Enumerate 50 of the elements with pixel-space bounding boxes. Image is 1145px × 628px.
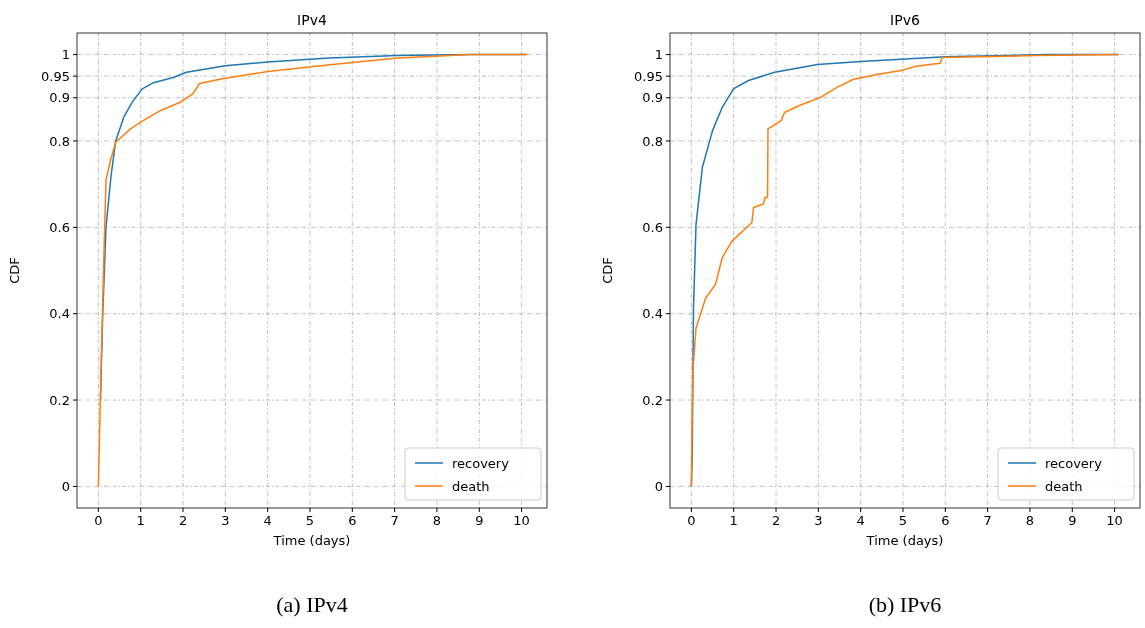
- legend-label: death: [452, 478, 490, 494]
- x-tick-label: 7: [983, 513, 992, 528]
- y-tick-label: 1: [61, 47, 70, 63]
- x-tick-label: 4: [263, 513, 272, 528]
- x-tick-label: 0: [687, 513, 696, 528]
- x-tick-label: 1: [729, 513, 738, 528]
- x-tick-label: 7: [390, 513, 399, 528]
- y-tick-label: 0.4: [642, 306, 663, 322]
- y-tick-label: 1: [654, 47, 663, 63]
- y-tick-label: 0.6: [49, 219, 70, 235]
- x-tick-label: 6: [941, 513, 950, 528]
- y-tick-label: 0.8: [49, 133, 70, 149]
- y-axis-title: CDF: [600, 257, 615, 284]
- x-tick-label: 8: [1025, 513, 1035, 528]
- y-tick-label: 0: [654, 478, 663, 494]
- y-tick-label: 0.95: [41, 68, 70, 84]
- x-tick-label: 6: [348, 513, 357, 528]
- text: (b) IPv6: [868, 592, 942, 617]
- legend-label: recovery: [1045, 455, 1103, 471]
- x-tick-label: 4: [856, 513, 865, 528]
- y-tick-label: 0.2: [642, 392, 663, 408]
- x-tick-label: 10: [513, 513, 530, 528]
- x-tick-label: 0: [94, 513, 103, 528]
- x-tick-label: 9: [1068, 513, 1077, 528]
- x-tick-label: 2: [178, 513, 188, 528]
- x-tick-label: 9: [475, 513, 484, 528]
- x-tick-label: 5: [898, 513, 908, 528]
- x-axis-title: Time (days): [272, 533, 351, 548]
- x-tick-label: 1: [136, 513, 145, 528]
- x-tick-label: 8: [432, 513, 442, 528]
- y-tick-label: 0.8: [642, 133, 663, 149]
- legend-label: death: [1045, 478, 1083, 494]
- y-tick-label: 0.9: [49, 90, 70, 106]
- legend-label: recovery: [452, 455, 510, 471]
- x-tick-label: 2: [771, 513, 781, 528]
- x-tick-label: 3: [814, 513, 823, 528]
- y-tick-label: 0.6: [642, 219, 663, 235]
- y-tick-label: 0: [61, 478, 70, 494]
- x-tick-label: 5: [305, 513, 315, 528]
- y-axis-title: CDF: [7, 257, 22, 284]
- x-tick-label: 3: [221, 513, 230, 528]
- x-axis-title: Time (days): [865, 533, 944, 548]
- y-tick-label: 0.95: [634, 68, 663, 84]
- chart-title: IPv4: [297, 12, 327, 28]
- chart-title: IPv6: [890, 12, 920, 28]
- text: (a) IPv4: [276, 592, 348, 617]
- x-tick-label: 10: [1106, 513, 1123, 528]
- y-tick-label: 0.4: [49, 306, 70, 322]
- y-tick-label: 0.9: [642, 90, 663, 106]
- y-tick-label: 0.2: [49, 392, 70, 408]
